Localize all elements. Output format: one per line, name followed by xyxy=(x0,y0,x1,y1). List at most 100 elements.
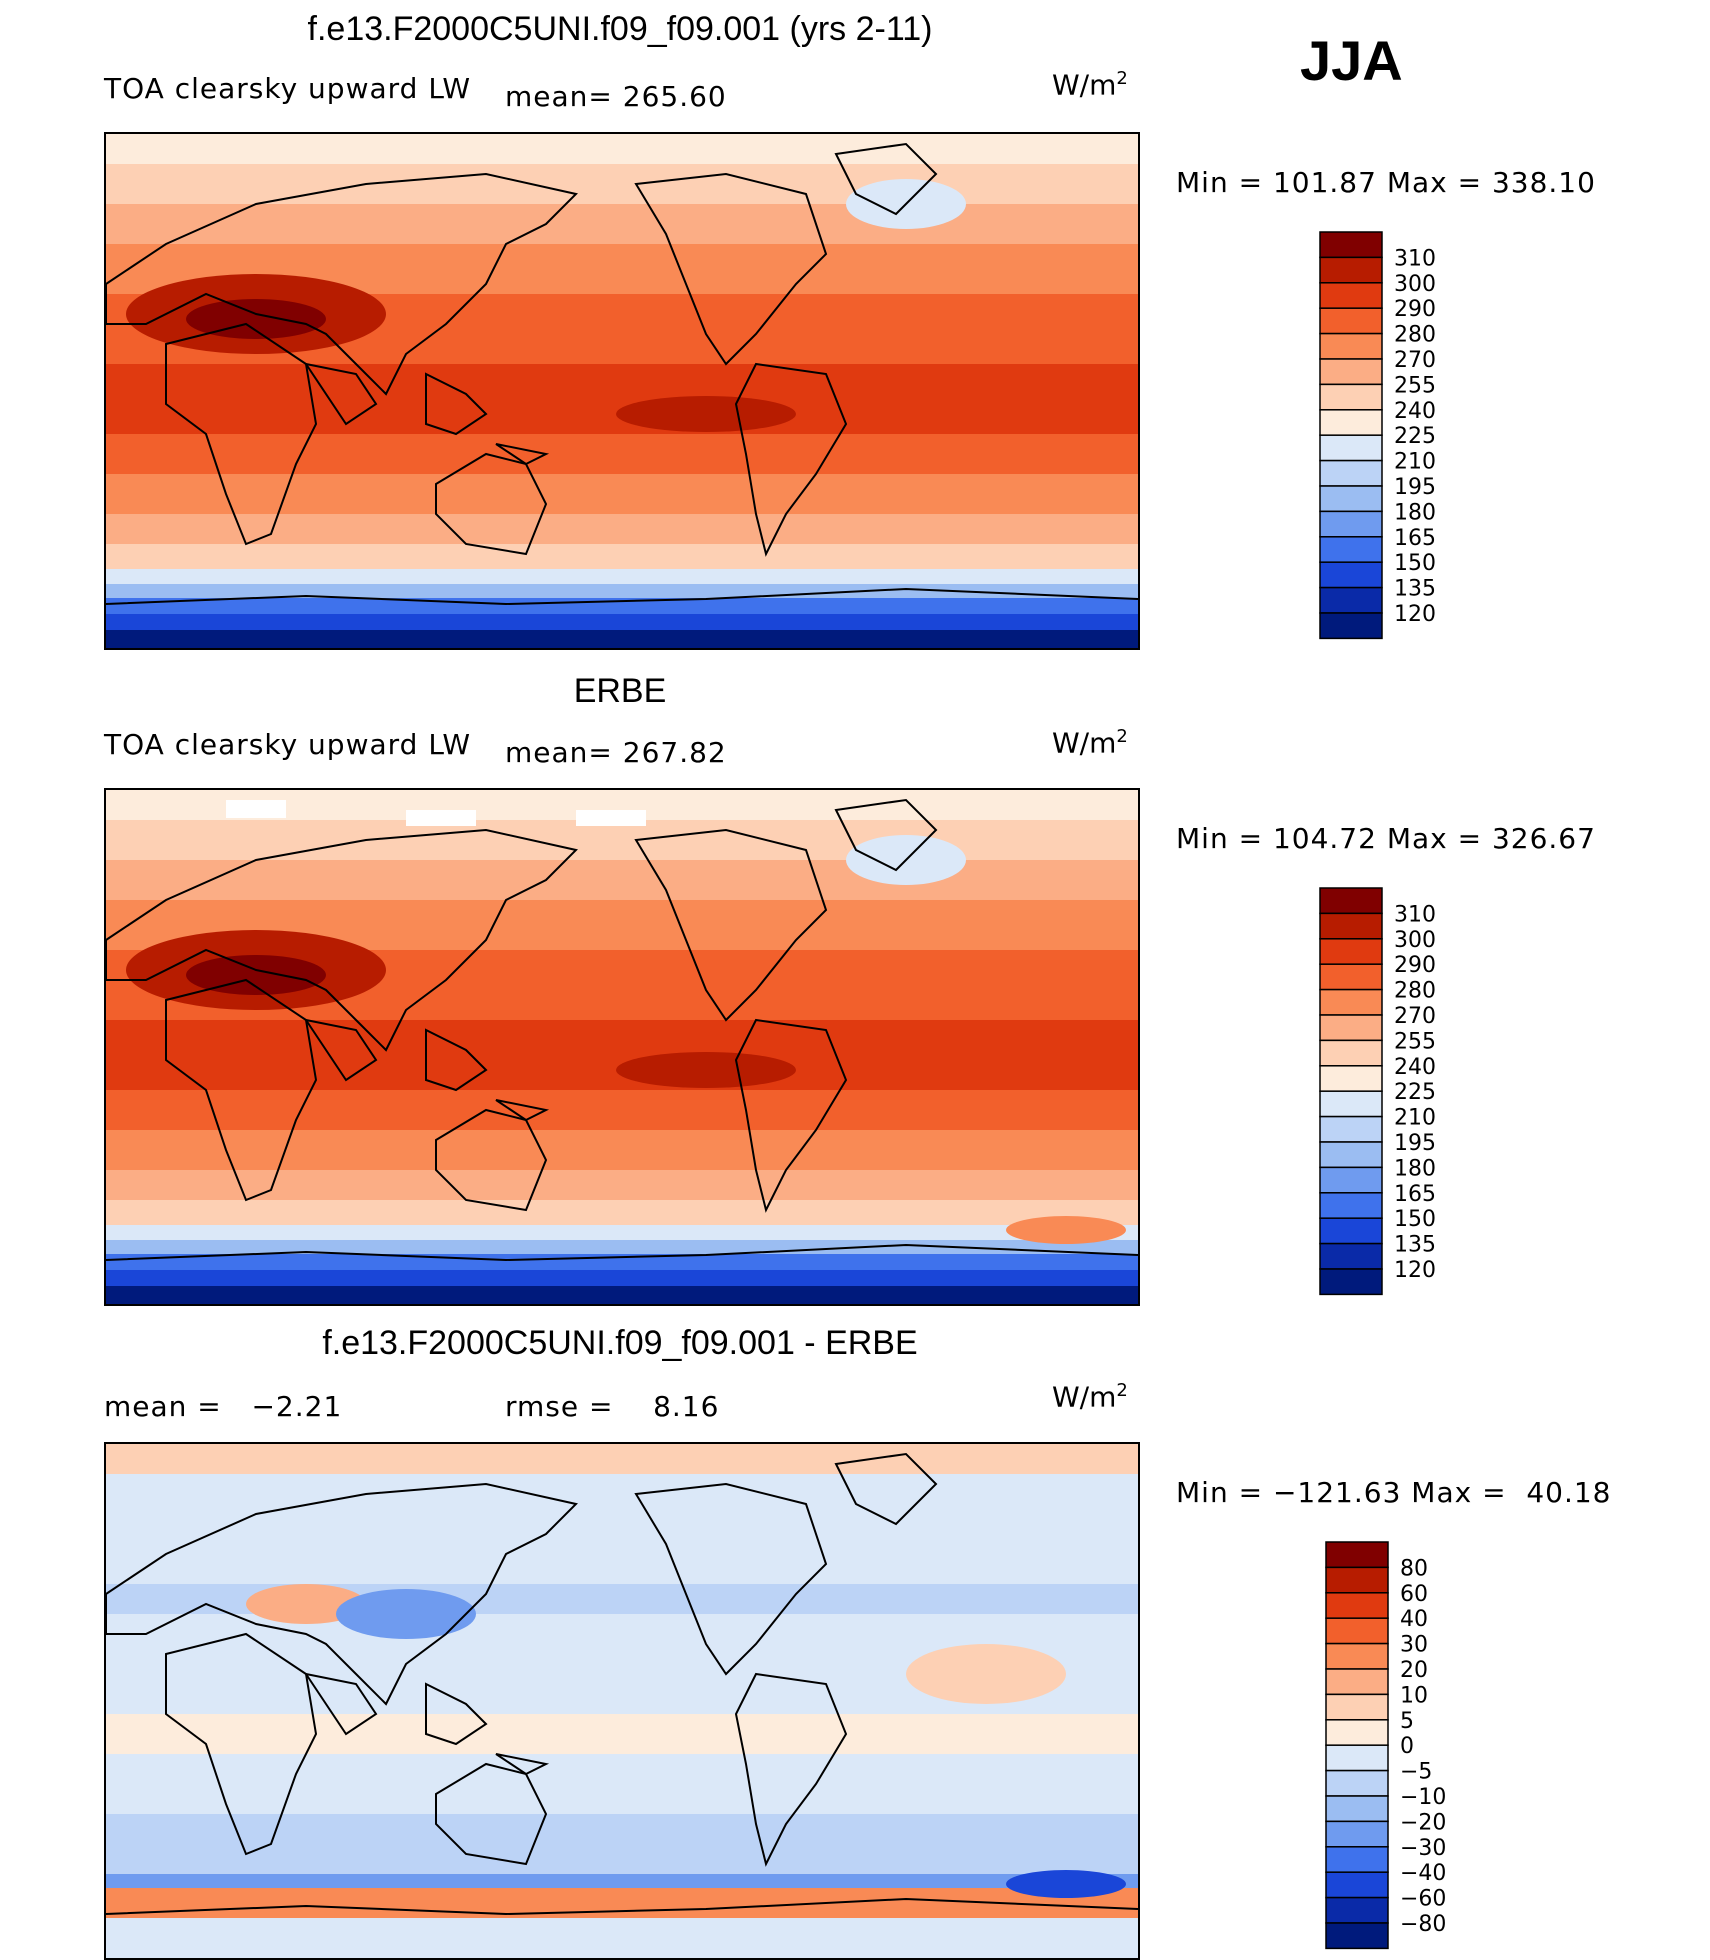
colorbar-swatch xyxy=(1319,1090,1383,1118)
coastline-path xyxy=(435,452,548,556)
season-label: JJA xyxy=(1300,29,1403,92)
coastline-path xyxy=(834,1452,938,1526)
panel-1-variable-label: TOA clearsky upward LW xyxy=(104,72,472,105)
field-band xyxy=(106,474,1138,514)
colorbar-tick-label: 40 xyxy=(1400,1607,1428,1632)
colorbar-tick-label: 165 xyxy=(1394,1182,1436,1207)
colorbar-swatch xyxy=(1319,938,1383,965)
warm-anomaly xyxy=(1006,1216,1126,1244)
coastline-path xyxy=(106,587,1138,606)
coastline-path xyxy=(165,978,318,1202)
colorbar-swatch xyxy=(1319,988,1383,1016)
colorbar-tick-label: −20 xyxy=(1400,1810,1446,1835)
colorbar-swatch xyxy=(1325,1693,1389,1721)
field-band xyxy=(106,1200,1138,1225)
panel-3-mean-label: mean = −2.21 xyxy=(104,1390,343,1423)
colorbar-swatch xyxy=(1319,409,1383,436)
colorbar-tick-label: −30 xyxy=(1400,1836,1446,1861)
colorbar-tick-label: −60 xyxy=(1400,1887,1446,1912)
coastline-path xyxy=(634,828,828,1022)
colorbar-tick-label: 290 xyxy=(1394,953,1436,978)
colorbar-tick-label: −40 xyxy=(1400,1861,1446,1886)
colorbar-tick-label: 225 xyxy=(1394,424,1436,449)
field-band xyxy=(106,1254,1138,1270)
colorbar-swatch xyxy=(1325,1871,1389,1899)
colorbar-swatch xyxy=(1319,963,1383,991)
field-band xyxy=(106,1270,1138,1286)
colorbar-swatch xyxy=(1325,1795,1389,1823)
field-band xyxy=(106,1240,1138,1254)
field-band xyxy=(106,1474,1138,1584)
colorbar-tick-label: 20 xyxy=(1400,1658,1428,1683)
colorbar-swatch xyxy=(1325,1846,1389,1873)
colorbar-swatch xyxy=(1325,1566,1389,1594)
panel-2-minmax: Min = 104.72 Max = 326.67 xyxy=(1176,822,1596,855)
panel-3-minmax: Min = −121.63 Max = 40.18 xyxy=(1176,1476,1612,1509)
colorbar-swatch xyxy=(1319,912,1383,940)
missing-data xyxy=(406,810,476,826)
colorbar-swatch xyxy=(1319,358,1383,386)
colorbar-tick-label: 150 xyxy=(1394,1207,1436,1232)
panel-2-title: ERBE xyxy=(573,672,667,710)
field-band xyxy=(106,614,1138,630)
colorbar-tick-label: 240 xyxy=(1394,399,1436,424)
colorbar-tick-label: 300 xyxy=(1394,928,1436,953)
panel-3-units: W/m2 xyxy=(1052,1380,1128,1414)
colorbar-tick-label: 0 xyxy=(1400,1734,1414,1759)
colorbar-tick-label: 180 xyxy=(1394,1156,1436,1181)
coastline-path xyxy=(734,362,848,557)
colorbar-tick-label: 120 xyxy=(1394,1258,1436,1283)
colorbar-tick-label: 310 xyxy=(1394,246,1436,271)
coastline-path xyxy=(435,1108,548,1212)
field-band xyxy=(106,164,1138,204)
colorbar-tick-label: 195 xyxy=(1394,1131,1436,1156)
colorbar-tick-label: −5 xyxy=(1400,1760,1432,1785)
colorbar-swatch xyxy=(1319,887,1383,915)
coastline-path xyxy=(734,1018,848,1213)
panel-1-map xyxy=(104,132,1140,650)
field-band xyxy=(106,1888,1138,1918)
coastlines xyxy=(106,1452,1138,1916)
coastline-path xyxy=(165,322,318,546)
coastline-path xyxy=(425,1682,488,1746)
panel-3-colorbar: 80 60 40 30 20 10 5 0 −5 −10 −20 −30 −40 −60 −80 xyxy=(1325,1541,1526,1952)
coastline-path xyxy=(495,1099,550,1122)
colorbar-tick-label: 290 xyxy=(1394,297,1436,322)
colorbar-swatch xyxy=(1325,1922,1389,1950)
field-band xyxy=(106,1020,1138,1090)
colorbar-tick-label: 135 xyxy=(1394,577,1436,602)
field-band xyxy=(106,1090,1138,1130)
coastline-path xyxy=(834,142,938,216)
coastline-path xyxy=(303,1672,378,1736)
colorbar-tick-label: 180 xyxy=(1394,500,1436,525)
colorbar-swatch xyxy=(1319,282,1383,309)
colorbar-swatch xyxy=(1319,1192,1383,1219)
colorbar-swatch xyxy=(1325,1592,1389,1619)
panel-3-map xyxy=(104,1442,1140,1960)
coastline-path xyxy=(435,1762,548,1866)
colorbar-swatch xyxy=(1319,1014,1383,1042)
colorbar-tick-label: 210 xyxy=(1394,450,1436,475)
colorbar-swatch xyxy=(1319,586,1383,614)
field-band xyxy=(106,1225,1138,1240)
field-band xyxy=(106,1714,1138,1754)
colorbar-swatch xyxy=(1319,485,1383,513)
colorbar-tick-label: 225 xyxy=(1394,1080,1436,1105)
colorbar-swatch xyxy=(1319,307,1383,335)
coastline-path xyxy=(634,1482,828,1676)
panel-2-field xyxy=(106,790,1138,1304)
colorbar-tick-label: 10 xyxy=(1400,1683,1428,1708)
coastline-path xyxy=(106,1243,1138,1262)
colorbar-tick-label: 210 xyxy=(1394,1106,1436,1131)
coastline-path xyxy=(495,1753,550,1776)
panel-2-variable-label: TOA clearsky upward LW xyxy=(104,728,472,761)
colorbar-tick-label: 5 xyxy=(1400,1709,1414,1734)
colorbar-swatch xyxy=(1319,332,1383,360)
colorbar-swatch xyxy=(1325,1642,1389,1670)
hot-spot xyxy=(616,1052,796,1088)
colorbar-swatch xyxy=(1325,1668,1389,1696)
colorbar-tick-label: 270 xyxy=(1394,348,1436,373)
field-band xyxy=(106,584,1138,598)
field-band xyxy=(106,630,1138,648)
colorbar-swatch xyxy=(1319,1217,1383,1245)
